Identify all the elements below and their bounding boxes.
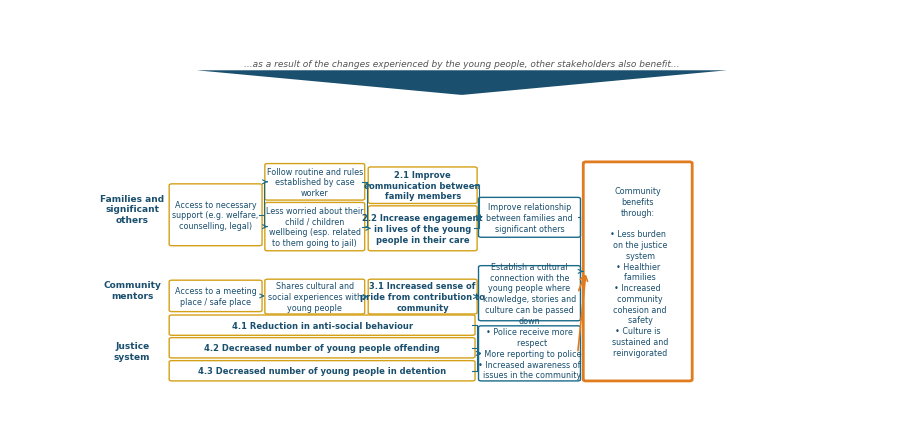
FancyBboxPatch shape — [265, 164, 365, 201]
Text: 4.3 Decreased number of young people in detention: 4.3 Decreased number of young people in … — [198, 367, 446, 375]
Text: 4.2 Decreased number of young people offending: 4.2 Decreased number of young people off… — [205, 343, 440, 353]
FancyBboxPatch shape — [369, 206, 478, 251]
FancyBboxPatch shape — [369, 279, 478, 314]
FancyBboxPatch shape — [478, 198, 580, 238]
Text: ...as a result of the changes experienced by the young people, other stakeholder: ...as a result of the changes experience… — [244, 60, 679, 69]
Text: Access to necessary
support (e.g. welfare,
counselling, legal): Access to necessary support (e.g. welfar… — [172, 200, 259, 230]
Text: Less worried about their
child / children
wellbeing (esp. related
to them going : Less worried about their child / childre… — [266, 206, 363, 247]
Text: Community
benefits
through:

• Less burden
  on the justice
  system
• Healthier: Community benefits through: • Less burde… — [607, 187, 669, 357]
FancyBboxPatch shape — [369, 168, 478, 204]
FancyBboxPatch shape — [265, 203, 365, 251]
FancyBboxPatch shape — [169, 184, 262, 246]
Text: Improve relationship
between families and
significant others: Improve relationship between families an… — [487, 203, 573, 233]
Text: 4.1 Reduction in anti-social behaviour: 4.1 Reduction in anti-social behaviour — [232, 321, 413, 330]
Text: Families and
significant
others: Families and significant others — [100, 194, 164, 224]
Text: Access to a meeting
place / safe place: Access to a meeting place / safe place — [175, 286, 257, 306]
FancyBboxPatch shape — [169, 338, 475, 358]
Text: 2.1 Improve
communication between
family members: 2.1 Improve communication between family… — [364, 170, 481, 201]
Polygon shape — [196, 71, 727, 95]
Text: Justice
system: Justice system — [114, 341, 150, 361]
FancyBboxPatch shape — [169, 281, 262, 312]
Text: Establish a cultural
connection with the
young people where
knowledge, stories a: Establish a cultural connection with the… — [483, 262, 576, 325]
Text: Community
mentors: Community mentors — [104, 281, 161, 300]
FancyBboxPatch shape — [583, 162, 692, 381]
FancyBboxPatch shape — [265, 279, 365, 314]
FancyBboxPatch shape — [169, 315, 475, 336]
Text: 3.1 Increased sense of
pride from contribution to
community: 3.1 Increased sense of pride from contri… — [360, 282, 485, 312]
Text: • Police receive more
  respect
• More reporting to police
• Increased awareness: • Police receive more respect • More rep… — [478, 328, 582, 379]
Text: Follow routine and rules
established by case
worker: Follow routine and rules established by … — [267, 167, 363, 198]
FancyBboxPatch shape — [478, 266, 580, 321]
FancyBboxPatch shape — [169, 361, 475, 381]
Text: 2.2 Increase engagement
in lives of the young
people in their care: 2.2 Increase engagement in lives of the … — [362, 214, 483, 244]
Text: Shares cultural and
social experiences with
young people: Shares cultural and social experiences w… — [268, 282, 362, 312]
FancyBboxPatch shape — [478, 326, 580, 381]
